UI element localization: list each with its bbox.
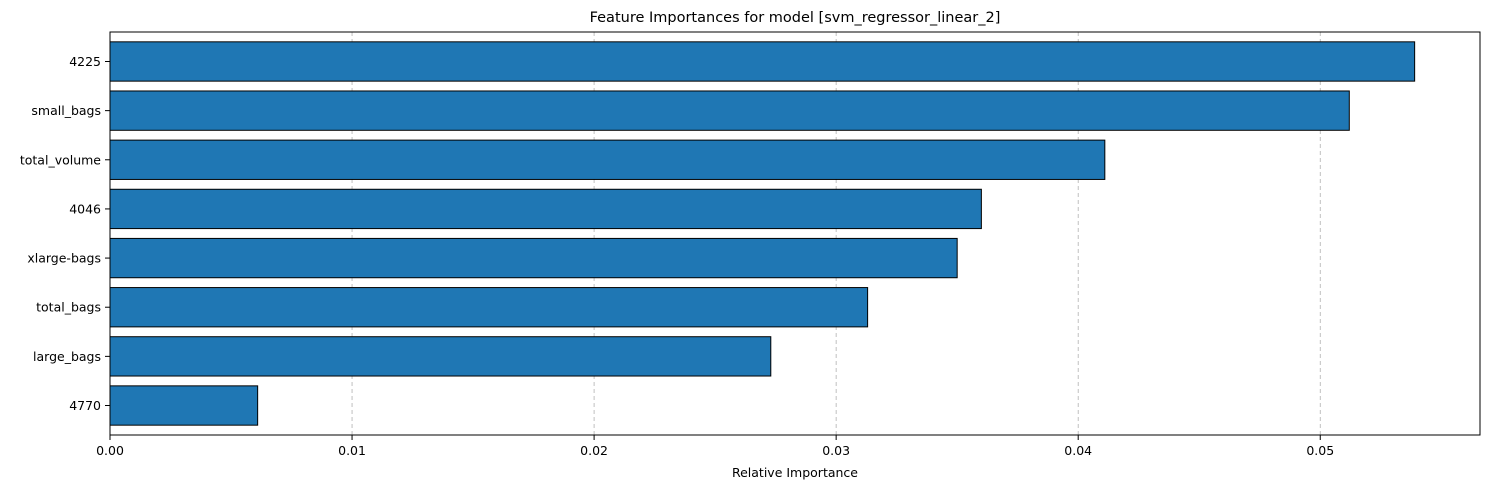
y-tick-label: large_bags	[33, 349, 101, 364]
bar	[109, 188, 982, 230]
y-tick-label: total_volume	[20, 152, 101, 167]
plot-frame	[109, 31, 1481, 436]
y-axis: 4225 small_bags total_volume 4046 xlarge-bag…	[20, 54, 110, 413]
y-tick-label: xlarge-bags	[27, 251, 101, 266]
y-tick-label: 4770	[69, 398, 101, 413]
y-tick-label: 4046	[69, 201, 101, 216]
x-tick-label: 0.02	[580, 443, 608, 458]
bar	[109, 139, 1106, 180]
x-axis-label: Relative Importance	[732, 465, 858, 480]
x-tick-label: 0.03	[822, 443, 850, 458]
x-axis: 0.00 0.01 0.02 0.03 0.04 0.05	[96, 435, 1334, 458]
x-tick-label: 0.01	[338, 443, 366, 458]
x-tick-label: 0.00	[96, 443, 124, 458]
y-tick-label: small_bags	[31, 103, 101, 118]
x-tick-label: 0.04	[1064, 443, 1092, 458]
bar	[109, 385, 259, 426]
bar	[109, 287, 869, 328]
y-tick-label: 4225	[69, 54, 101, 69]
bar	[109, 336, 772, 377]
bar	[109, 41, 1416, 82]
bars	[109, 41, 1416, 426]
y-tick-label: total_bags	[36, 300, 101, 315]
x-tick-label: 0.05	[1306, 443, 1334, 458]
bar	[109, 237, 958, 279]
chart-title: Feature Importances for model [svm_regre…	[590, 10, 1001, 26]
bar	[109, 90, 1350, 131]
